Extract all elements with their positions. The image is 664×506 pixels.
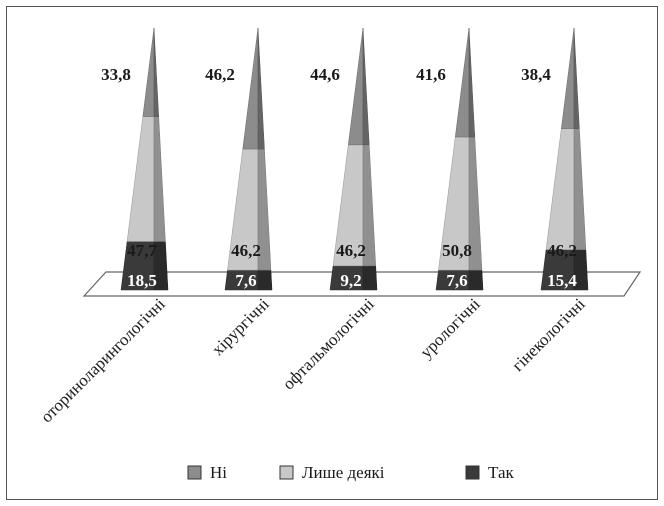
value-label-group: 33,8 47,7 18,5 46,2 46,2 7,6 44,6 46,2 9,2 41,6 50… bbox=[101, 65, 577, 290]
pyramid-segment bbox=[126, 116, 155, 242]
category-label: урологічні bbox=[416, 294, 484, 362]
value-label: 41,6 bbox=[416, 65, 446, 84]
pyramid-group bbox=[120, 27, 589, 291]
pyramid-segment bbox=[454, 27, 470, 138]
legend-label: Ні bbox=[210, 463, 227, 482]
value-label: 18,5 bbox=[127, 271, 157, 290]
value-label: 9,2 bbox=[340, 271, 361, 290]
legend-swatch bbox=[279, 465, 294, 480]
pyramid-segment-side bbox=[153, 116, 166, 242]
value-label: 46,2 bbox=[205, 65, 235, 84]
pyramid-segment-side bbox=[257, 27, 265, 150]
pyramid-segment-side bbox=[468, 269, 484, 291]
value-label: 44,6 bbox=[310, 65, 340, 84]
pyramid-segment bbox=[142, 27, 155, 117]
pyramid-segment-side bbox=[573, 128, 587, 250]
pyramid-segment-side bbox=[257, 269, 273, 291]
value-label: 15,4 bbox=[547, 271, 577, 290]
pyramid-segment-side bbox=[153, 27, 159, 117]
value-label: 33,8 bbox=[101, 65, 131, 84]
value-label: 46,2 bbox=[231, 241, 261, 260]
legend: Ні Лише деякі Так bbox=[187, 463, 515, 482]
pyramid-segment bbox=[561, 27, 575, 129]
value-label: 7,6 bbox=[446, 271, 467, 290]
pyramid-segment-side bbox=[573, 27, 580, 129]
chart-border bbox=[6, 6, 658, 500]
pyramid-segment-side bbox=[362, 27, 370, 146]
value-label: 46,2 bbox=[547, 241, 577, 260]
value-label: 50,8 bbox=[442, 241, 472, 260]
legend-label: Лише деякі bbox=[302, 463, 385, 482]
category-label: оториноларингологічні bbox=[37, 294, 169, 426]
legend-swatch bbox=[465, 465, 480, 480]
legend-label: Так bbox=[488, 463, 515, 482]
category-label-group: оториноларингологічні хірургічні офтальмол… bbox=[37, 294, 589, 426]
pyramid-segment bbox=[347, 27, 364, 146]
value-label: 38,4 bbox=[521, 65, 551, 84]
pyramid-segment-side bbox=[468, 27, 476, 138]
category-label: гінекологічні bbox=[508, 294, 589, 375]
legend-swatch bbox=[187, 465, 202, 480]
value-label: 7,6 bbox=[235, 271, 256, 290]
pyramid-segment bbox=[545, 128, 575, 250]
pyramid-segment bbox=[242, 27, 259, 150]
pyramid-segment-side bbox=[362, 265, 378, 291]
category-label: офтальмологічні bbox=[279, 294, 378, 393]
value-label: 47,7 bbox=[127, 241, 157, 260]
value-label: 46,2 bbox=[336, 241, 366, 260]
category-label: хірургічні bbox=[208, 294, 273, 359]
